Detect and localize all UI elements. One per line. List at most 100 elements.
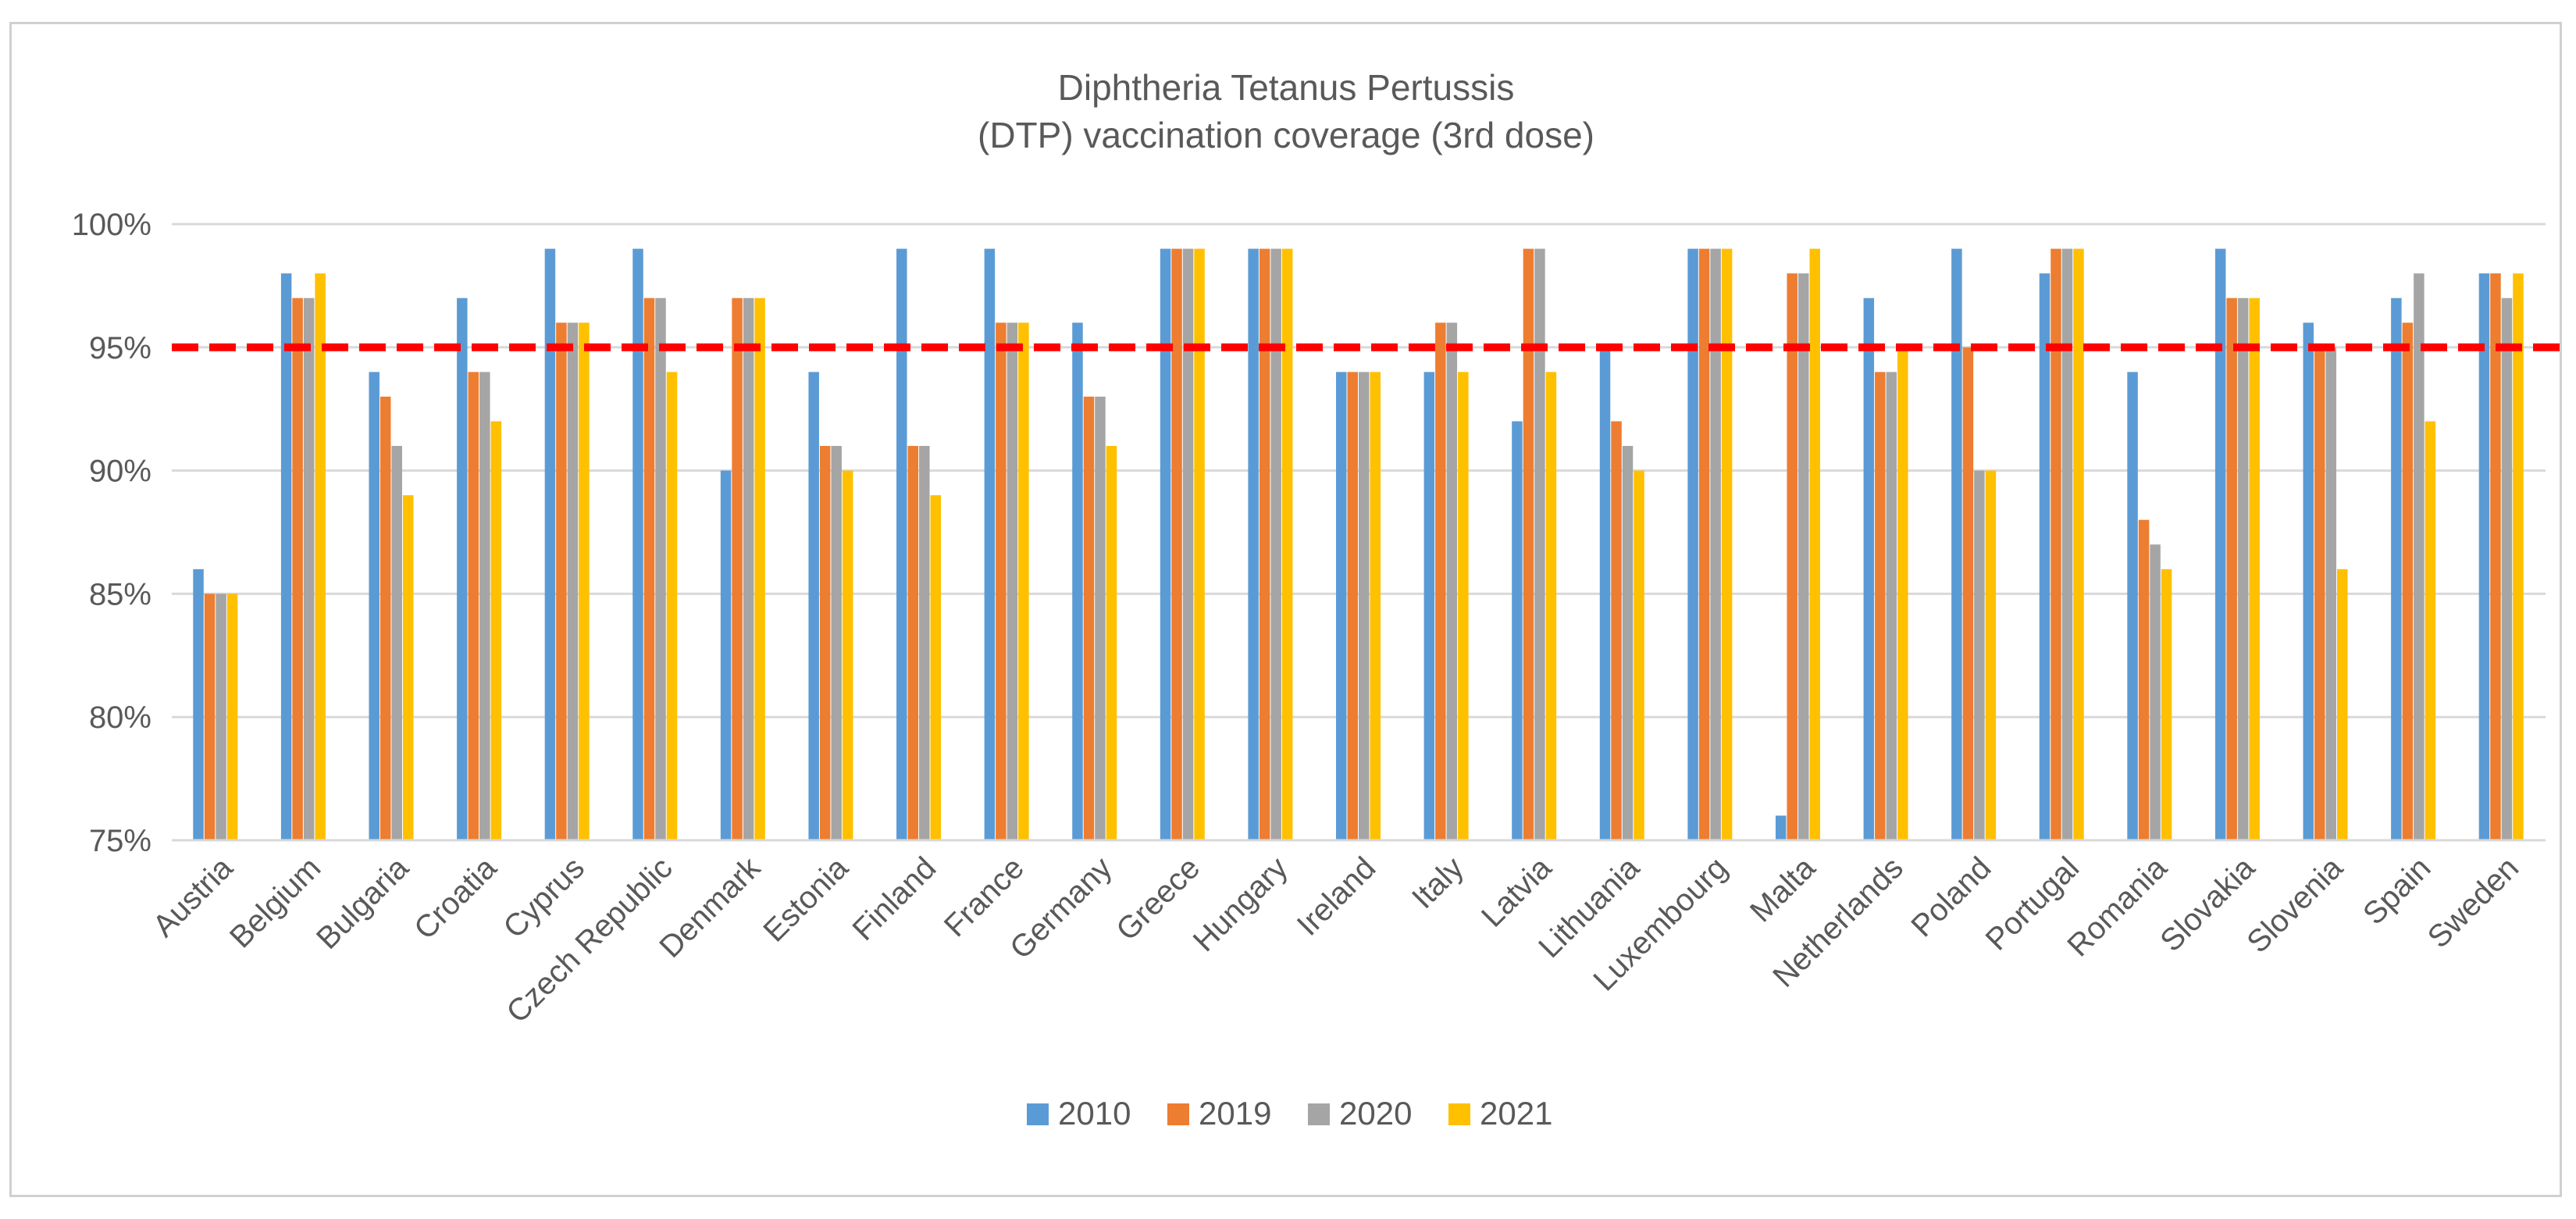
bar-2020-ireland	[1359, 372, 1370, 840]
bar-2021-estonia	[842, 470, 853, 840]
x-category-label: Finland	[846, 850, 943, 947]
chart: Diphtheria Tetanus Pertussis (DTP) vacci…	[72, 67, 2561, 1132]
y-axis-tick-labels: 75% 80% 85% 90% 95% 100%	[72, 208, 151, 858]
x-category-label: Hungary	[1187, 850, 1295, 958]
bar-2021-belgium	[315, 273, 326, 840]
bar-2021-malta	[1809, 248, 1820, 840]
bar-2019-hungary	[1259, 248, 1270, 840]
bar-2019-bulgaria	[379, 396, 391, 840]
bar-2019-poland	[1962, 347, 1974, 840]
bar-2020-denmark	[743, 298, 754, 840]
bar-2019-lithuania	[1611, 421, 1622, 840]
bar-2019-spain	[2402, 323, 2414, 840]
bar-2020-croatia	[479, 372, 490, 840]
bar-2010-spain	[2391, 298, 2402, 840]
bar-2010-belgium	[280, 273, 292, 840]
bar-2020-germany	[1095, 396, 1106, 840]
legend-swatch-2010	[1027, 1103, 1049, 1125]
bar-2010-czech-republic	[632, 248, 643, 840]
bar-2010-cyprus	[544, 248, 556, 840]
bar-2021-lithuania	[1634, 470, 1644, 840]
bar-2019-romania	[2138, 519, 2150, 840]
bar-2021-latvia	[1545, 372, 1557, 840]
x-category-label: Italy	[1406, 850, 1470, 915]
x-category-label: Bulgaria	[310, 850, 415, 956]
bar-2020-france	[1007, 323, 1018, 840]
bar-2019-malta	[1787, 273, 1797, 840]
bar-2010-netherlands	[1863, 298, 1875, 840]
bar-2021-cyprus	[579, 323, 590, 840]
bar-2019-czech-republic	[643, 298, 655, 840]
y-tick-label: 90%	[89, 454, 151, 489]
bar-2010-sweden	[2478, 273, 2490, 840]
bar-2020-latvia	[1534, 248, 1545, 840]
legend-swatch-2020	[1308, 1103, 1330, 1125]
bar-2019-ireland	[1347, 372, 1358, 840]
bar-2020-portugal	[2061, 248, 2073, 840]
bar-2021-luxembourg	[1721, 248, 1733, 840]
bar-2021-poland	[1985, 470, 1997, 840]
bar-2021-slovakia	[2249, 298, 2260, 840]
bar-2020-czech-republic	[655, 298, 666, 840]
chart-frame: Diphtheria Tetanus Pertussis (DTP) vacci…	[9, 22, 2562, 1197]
bar-2020-netherlands	[1886, 372, 1897, 840]
bar-2021-finland	[930, 495, 942, 840]
chart-title-line-1: Diphtheria Tetanus Pertussis	[1058, 67, 1515, 108]
y-tick-label: 75%	[89, 824, 151, 858]
bar-2020-belgium	[303, 298, 315, 840]
bar-2010-estonia	[808, 372, 819, 840]
bar-2010-malta	[1775, 815, 1787, 840]
bar-2021-greece	[1194, 248, 1205, 840]
bar-2021-romania	[2161, 569, 2172, 840]
bar-2019-croatia	[468, 372, 479, 840]
bar-2020-austria	[216, 593, 226, 840]
bar-2019-finland	[907, 446, 919, 840]
bar-2021-france	[1018, 323, 1029, 840]
bar-2021-hungary	[1281, 248, 1293, 840]
bar-2019-slovakia	[2226, 298, 2237, 840]
bar-2020-estonia	[831, 446, 842, 840]
x-category-label: Slovakia	[2154, 850, 2262, 959]
bar-2020-cyprus	[567, 323, 579, 840]
bar-2020-slovenia	[2325, 347, 2337, 840]
bar-2019-sweden	[2490, 273, 2501, 840]
x-axis-category-labels: AustriaBelgiumBulgariaCroatiaCyprusCzech…	[147, 850, 2526, 1030]
x-category-label: Sweden	[2421, 850, 2525, 954]
bar-2010-bulgaria	[369, 372, 379, 840]
bar-2021-croatia	[490, 421, 502, 840]
bar-2010-germany	[1072, 323, 1083, 840]
bar-2020-malta	[1797, 273, 1809, 840]
bar-2021-denmark	[754, 298, 765, 840]
bar-2010-slovakia	[2214, 248, 2226, 840]
bar-2021-bulgaria	[402, 495, 414, 840]
bar-2019-greece	[1171, 248, 1182, 840]
bar-2010-portugal	[2039, 273, 2050, 840]
bar-2010-slovenia	[2303, 323, 2314, 840]
bar-2019-france	[996, 323, 1007, 840]
y-tick-label: 100%	[72, 208, 151, 242]
bar-2020-italy	[1446, 323, 1458, 840]
legend-swatch-2021	[1448, 1103, 1470, 1125]
bar-2020-poland	[1974, 470, 1985, 840]
bar-2020-finland	[919, 446, 930, 840]
bar-2021-ireland	[1370, 372, 1381, 840]
bar-2020-bulgaria	[391, 446, 402, 840]
bar-2021-germany	[1106, 446, 1117, 840]
bar-2010-italy	[1423, 372, 1435, 840]
bar-2010-greece	[1160, 248, 1171, 840]
bar-2019-slovenia	[2314, 347, 2325, 840]
x-category-label: Estonia	[757, 850, 855, 949]
bar-2021-netherlands	[1897, 347, 1908, 840]
chart-title-line-2: (DTP) vaccination coverage (3rd dose)	[978, 115, 1594, 155]
bar-2010-luxembourg	[1687, 248, 1698, 840]
bar-2010-austria	[193, 569, 204, 840]
bar-2019-netherlands	[1875, 372, 1886, 840]
bar-2021-sweden	[2513, 273, 2524, 840]
bar-2020-spain	[2414, 273, 2425, 840]
bar-2021-slovenia	[2337, 569, 2348, 840]
bar-2010-finland	[896, 248, 907, 840]
bar-2019-denmark	[732, 298, 743, 840]
bar-2019-latvia	[1523, 248, 1534, 840]
bar-2020-lithuania	[1622, 446, 1634, 840]
bar-2010-denmark	[720, 470, 732, 840]
